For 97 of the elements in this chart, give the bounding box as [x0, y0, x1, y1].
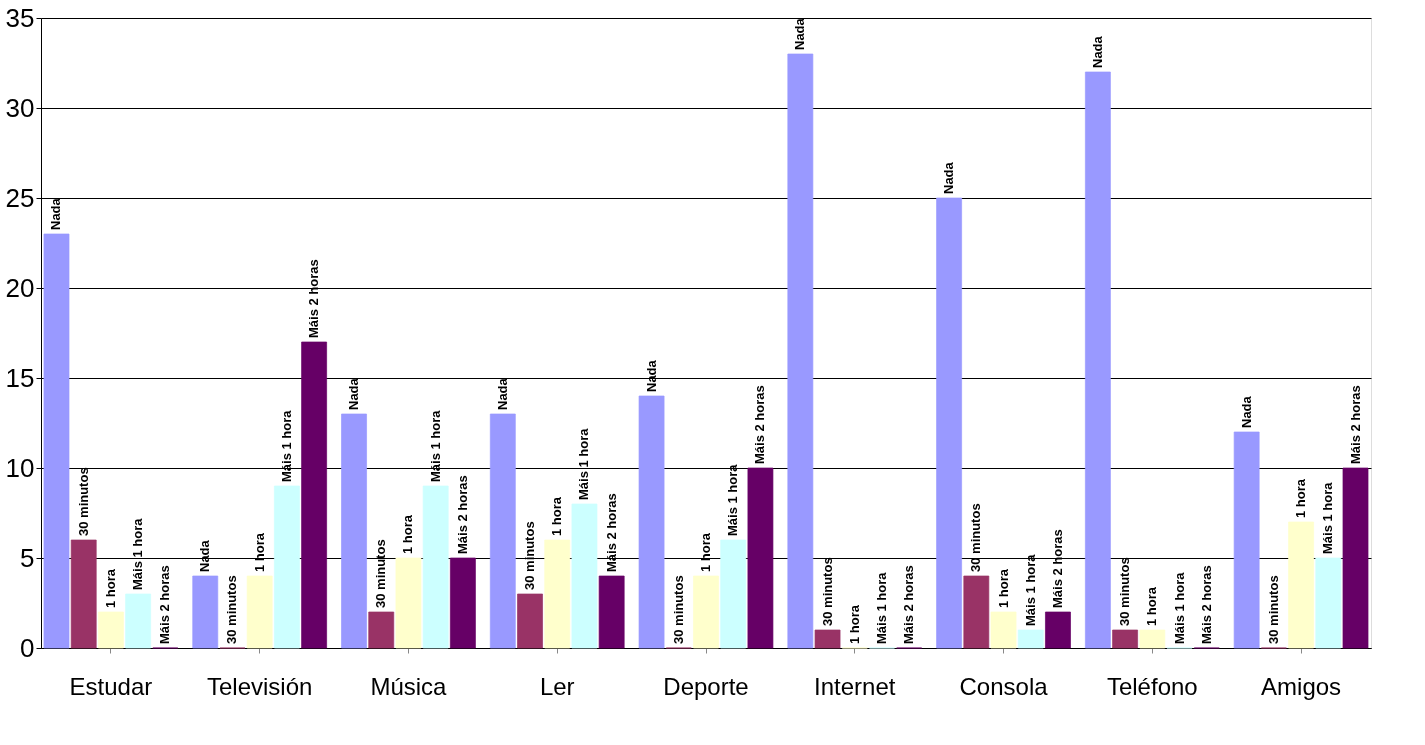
y-tick-label: 5: [20, 542, 35, 573]
text: Máis 2 horas: [157, 565, 173, 644]
text: Máis 2 horas: [1198, 565, 1214, 644]
y-tick-label: 35: [5, 2, 35, 33]
x-tick-label: Estudar: [69, 672, 153, 700]
text: Máis 2 horas: [603, 493, 619, 572]
text: Nada: [1089, 36, 1105, 68]
text: Máis 2 horas: [306, 259, 322, 338]
bar: [787, 53, 814, 649]
text: Nada: [643, 360, 659, 392]
text: 1 hora: [1293, 478, 1309, 518]
bar: [1045, 611, 1071, 649]
bar: [1112, 629, 1138, 649]
text: 30 minutos: [75, 467, 91, 536]
bar: [517, 593, 543, 649]
text: 1 hora: [400, 514, 416, 554]
bar: [395, 557, 422, 649]
bar: [1342, 467, 1369, 649]
bar: [125, 593, 151, 649]
bar: [70, 539, 97, 649]
x-tick-label: Ler: [539, 672, 575, 700]
x-tick-label: Internet: [814, 672, 896, 700]
bar: [43, 233, 70, 649]
bar: [301, 341, 327, 649]
bar: [1085, 71, 1111, 649]
bar: [422, 485, 449, 649]
text: 30 minutos: [373, 539, 389, 608]
text: Máis 1 hora: [278, 410, 294, 482]
text: Máis 1 hora: [130, 517, 146, 590]
text: 1 hora: [549, 496, 565, 536]
text: 30 minutos: [1117, 557, 1133, 626]
bar: [368, 611, 395, 649]
x-tick-label: Televisión: [207, 672, 313, 700]
bar: [1139, 629, 1166, 649]
text: 1 hora: [1144, 586, 1160, 626]
bar: [544, 539, 571, 649]
text: 1 hora: [846, 604, 862, 644]
text: Máis 1 hora: [1022, 554, 1038, 626]
text: Nada: [1238, 396, 1254, 428]
text: Máis 1 hora: [1320, 482, 1336, 554]
text: 30 minutos: [1265, 575, 1281, 644]
text: Máis 2 horas: [454, 475, 470, 554]
text: Máis 2 horas: [1049, 529, 1065, 608]
bar: [1288, 521, 1314, 649]
bar: [747, 467, 774, 649]
text: 30 minutos: [522, 521, 538, 590]
text: Máis 2 horas: [752, 385, 768, 464]
bar: [450, 557, 476, 649]
bar: [720, 539, 747, 649]
text: Nada: [48, 197, 64, 230]
x-tick-label: Teléfono: [1106, 672, 1198, 700]
x-tick-label: Deporte: [663, 672, 749, 700]
x-tick-label: Música: [370, 672, 448, 700]
text: 30 minutos: [224, 575, 240, 644]
text: Nada: [494, 378, 510, 410]
x-tick-label: Consola: [959, 672, 1049, 700]
bar: [1233, 431, 1260, 649]
y-tick-label: 15: [5, 362, 35, 393]
y-tick-label: 20: [5, 272, 35, 303]
bar: [990, 611, 1017, 649]
y-tick-label: 10: [5, 452, 35, 483]
y-tick-label: 0: [20, 632, 35, 663]
y-tick-label: 30: [5, 92, 35, 123]
bar: [936, 197, 962, 649]
bar: [571, 503, 598, 649]
text: 30 minutos: [670, 575, 686, 644]
bar: [1017, 629, 1044, 649]
x-tick-label: Amigos: [1261, 672, 1342, 700]
bar: [246, 575, 273, 649]
text: Máis 1 hora: [873, 572, 889, 644]
text: Máis 1 hora: [576, 428, 592, 500]
text: 30 minutos: [819, 557, 835, 626]
text: Nada: [197, 540, 213, 572]
bar: [274, 485, 300, 649]
text: Nada: [346, 378, 362, 410]
text: Máis 1 hora: [1171, 572, 1187, 644]
bar: [598, 575, 625, 649]
bar: [1315, 557, 1342, 649]
bar: [489, 413, 516, 649]
text: Nada: [941, 162, 957, 194]
bar: [638, 395, 665, 649]
bar: [693, 575, 719, 649]
text: Nada: [792, 18, 808, 50]
bar: [192, 575, 219, 649]
text: Máis 1 hora: [427, 410, 443, 482]
text: 1 hora: [102, 568, 118, 608]
text: Máis 2 horas: [1347, 385, 1363, 464]
bar: [341, 413, 367, 649]
text: Máis 1 hora: [725, 464, 741, 536]
y-tick-label: 25: [5, 182, 35, 213]
text: 1 hora: [995, 568, 1011, 608]
text: 1 hora: [251, 532, 267, 572]
text: 1 hora: [698, 532, 713, 572]
bar: [814, 629, 841, 649]
text: Máis 2 horas: [901, 565, 917, 644]
bar: [963, 575, 990, 649]
bar: [98, 611, 124, 649]
